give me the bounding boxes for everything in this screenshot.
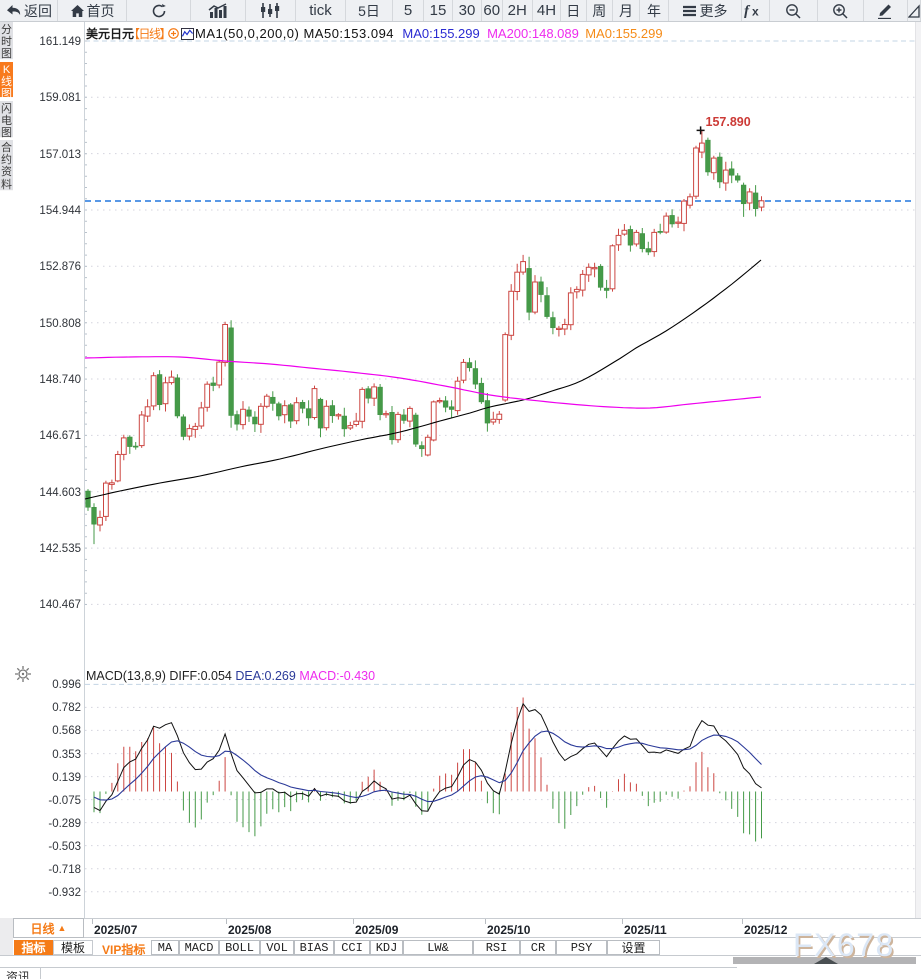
svg-text:-0.503: -0.503 [48, 841, 81, 853]
svg-text:161.149: 161.149 [39, 36, 81, 48]
svg-text:142.535: 142.535 [39, 543, 81, 555]
svg-text:0.782: 0.782 [52, 702, 81, 714]
svg-text:146.671: 146.671 [39, 430, 81, 442]
svg-text:0.568: 0.568 [52, 725, 81, 737]
svg-text:159.081: 159.081 [39, 92, 81, 104]
svg-text:-0.932: -0.932 [48, 887, 81, 899]
svg-text:x: x [752, 5, 759, 19]
svg-text:0.139: 0.139 [52, 772, 81, 784]
svg-text:157.890: 157.890 [706, 115, 751, 129]
svg-text:f: f [744, 4, 751, 19]
svg-text:148.740: 148.740 [39, 374, 81, 386]
svg-text:154.944: 154.944 [39, 205, 81, 217]
svg-text:-0.718: -0.718 [48, 864, 81, 876]
svg-text:144.603: 144.603 [39, 487, 81, 499]
svg-text:0.353: 0.353 [52, 749, 81, 761]
svg-text:-0.075: -0.075 [48, 795, 81, 807]
svg-text:157.013: 157.013 [39, 149, 81, 161]
svg-text:152.876: 152.876 [39, 261, 81, 273]
svg-text:140.467: 140.467 [39, 599, 81, 611]
svg-text:-0.289: -0.289 [48, 818, 81, 830]
svg-text:0.996: 0.996 [52, 679, 81, 691]
svg-text:150.808: 150.808 [39, 318, 81, 330]
